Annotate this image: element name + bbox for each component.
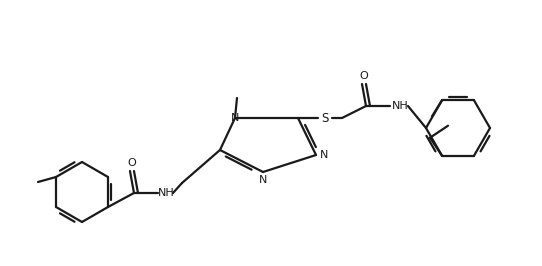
Text: O: O xyxy=(127,158,137,168)
Text: O: O xyxy=(360,71,369,81)
Text: NH: NH xyxy=(392,101,408,111)
Text: N: N xyxy=(320,150,328,160)
Text: N: N xyxy=(231,113,239,123)
Text: N: N xyxy=(259,175,267,185)
Text: S: S xyxy=(321,111,328,124)
Text: NH: NH xyxy=(158,188,175,198)
